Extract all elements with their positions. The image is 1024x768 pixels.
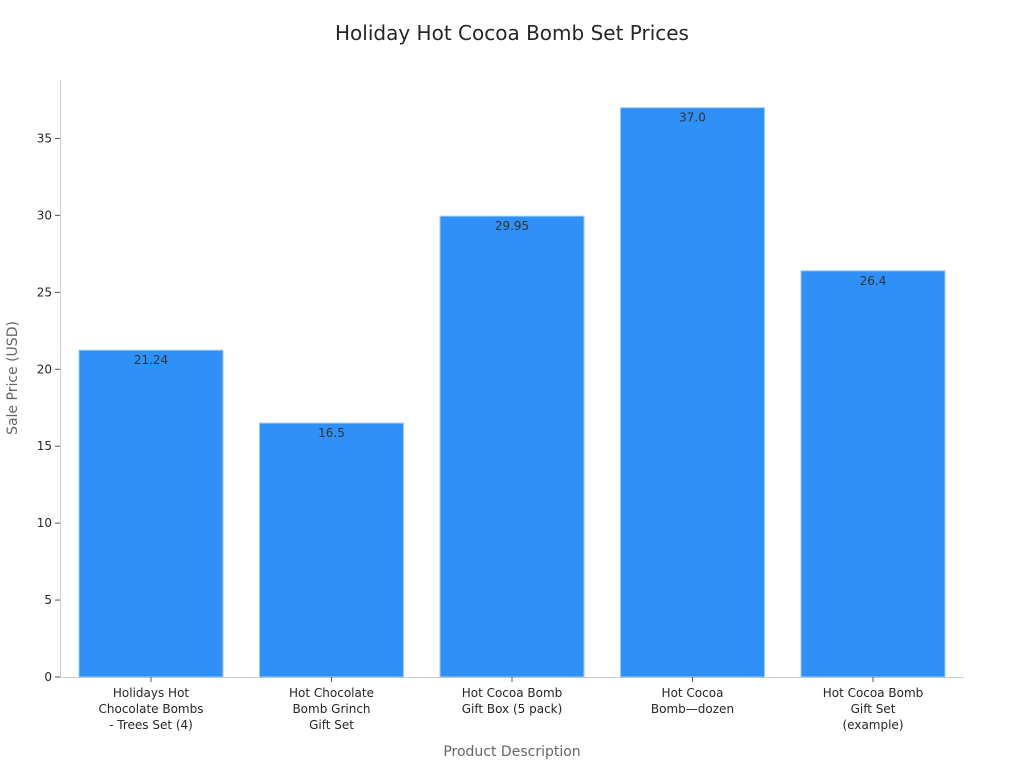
bar-value-label: 37.0 (679, 111, 706, 125)
x-tick-label-line: Bomb Grinch (292, 702, 370, 716)
y-axis-label: Sale Price (USD) (5, 321, 21, 435)
bar-value-label: 16.5 (318, 426, 345, 440)
x-ticks-group: Holidays Hot Chocolate Bombs - Trees Set (… (99, 677, 924, 732)
bar-value-label: 26.4 (860, 274, 887, 288)
x-tick-label: Hot Cocoa Bomb Gift Set (example) (823, 686, 924, 732)
y-tick-label: 35 (37, 131, 52, 145)
x-tick-label-line: Gift Set (309, 718, 354, 732)
x-tick-label: Hot Chocolate Bomb Grinch Gift Set (289, 686, 374, 732)
bar-value-label: 29.95 (495, 219, 529, 233)
y-tick-label: 0 (44, 670, 52, 684)
bars-group: 21.24 16.5 29.95 37.0 26.4 (78, 107, 946, 678)
x-tick-label-line: Hot Cocoa Bomb (462, 686, 563, 700)
y-tick-label: 15 (37, 439, 52, 453)
bar (800, 270, 946, 678)
x-tick-label-line: Gift Box (5 pack) (462, 702, 563, 716)
y-tick-label: 20 (37, 362, 52, 376)
x-tick-label-line: Hot Cocoa (662, 686, 724, 700)
chart-title: Holiday Hot Cocoa Bomb Set Prices (335, 21, 689, 45)
y-tick-label: 25 (37, 285, 52, 299)
x-axis-label: Product Description (443, 744, 580, 760)
x-tick-label-line: Bomb—dozen (651, 702, 734, 716)
x-tick-label-line: Hot Cocoa Bomb (823, 686, 924, 700)
bar-value-label: 21.24 (134, 353, 168, 367)
y-tick-label: 10 (37, 516, 52, 530)
y-tick-label: 5 (44, 593, 52, 607)
x-tick-label: Holidays Hot Chocolate Bombs - Trees Set (… (99, 686, 204, 732)
x-tick-label-line: Gift Set (851, 702, 896, 716)
y-ticks-group: 0 5 10 15 20 25 30 35 (37, 131, 60, 684)
x-tick-label-line: Chocolate Bombs (99, 702, 204, 716)
x-tick-label: Hot Cocoa Bomb Gift Box (5 pack) (462, 686, 563, 716)
x-tick-label-line: Holidays Hot (113, 686, 190, 700)
bar (620, 107, 765, 678)
bar (78, 349, 224, 678)
y-tick-label: 30 (37, 208, 52, 222)
x-tick-label-line: (example) (842, 718, 903, 732)
x-tick-label: Hot Cocoa Bomb—dozen (651, 686, 734, 716)
bar (259, 422, 404, 678)
x-tick-label-line: Hot Chocolate (289, 686, 374, 700)
x-tick-label-line: - Trees Set (4) (109, 718, 193, 732)
bar (439, 215, 585, 678)
